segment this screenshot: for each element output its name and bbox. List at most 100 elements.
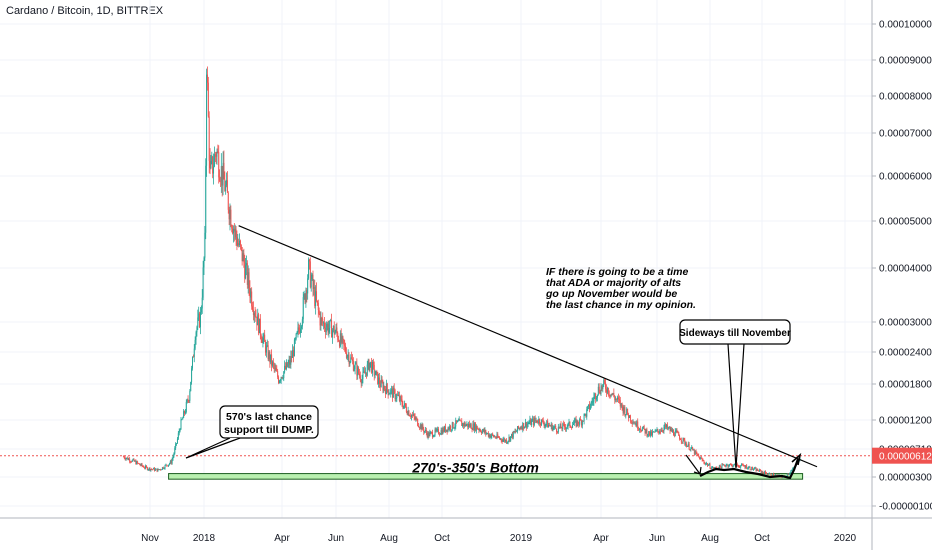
candle-body-243 [336, 327, 338, 334]
bottom-zone [168, 473, 804, 480]
candle-body-424 [493, 435, 495, 437]
candle-body-152 [256, 316, 258, 326]
x-tick-label-4: Aug [380, 533, 398, 544]
candle-body-239 [332, 325, 334, 331]
candle-body-6 [128, 458, 130, 460]
candle-body-488 [548, 424, 550, 426]
candle-body-632 [678, 432, 680, 436]
candle-body-656 [699, 456, 701, 460]
candle-body-217 [313, 287, 315, 289]
candle-body-90 [202, 267, 204, 298]
candle-body-586 [637, 421, 639, 429]
candle-body-741 [772, 473, 774, 476]
candle-body-611 [659, 431, 661, 433]
candle-body-247 [339, 333, 341, 347]
candle-body-722 [755, 468, 757, 472]
candle-body-639 [684, 439, 686, 445]
candle-body-52 [168, 463, 170, 465]
candle-body-451 [516, 431, 518, 432]
candle-body-381 [456, 420, 458, 423]
candle-body-73 [187, 399, 189, 401]
candle-body-675 [715, 467, 717, 469]
candle-body-223 [318, 310, 320, 314]
candle-body-679 [718, 465, 720, 469]
candle-body-581 [632, 422, 634, 424]
candle-body-447 [512, 431, 514, 438]
candle-body-187 [286, 362, 288, 367]
candle-body-244 [337, 333, 339, 340]
candle-body-637 [682, 438, 684, 442]
candle-body-565 [617, 397, 619, 400]
candle-body-208 [305, 290, 307, 303]
candle-body-457 [521, 427, 523, 430]
candle-body-145 [250, 291, 252, 298]
candle-body-713 [747, 467, 749, 469]
candle-body-94 [206, 74, 208, 166]
candle-body-493 [553, 426, 555, 428]
x-tick-label-11: 2020 [834, 533, 857, 544]
candle-body-21 [141, 463, 143, 466]
candle-body-254 [345, 352, 347, 358]
candle-body-598 [648, 431, 650, 435]
candle-body-324 [406, 412, 408, 415]
candle-body-347 [426, 433, 428, 438]
candle-body-218 [314, 287, 316, 306]
candle-body-341 [421, 424, 423, 430]
sideways-callout-label: Sideways till November [679, 328, 791, 339]
candle-body-605 [654, 430, 656, 433]
candle-body-425 [493, 436, 495, 438]
candle-body-700 [736, 464, 738, 466]
candle-body-590 [640, 430, 642, 432]
candle-body-432 [499, 438, 501, 440]
candle-body-33 [152, 469, 154, 471]
candle-body-629 [675, 430, 677, 432]
candle-body-460 [524, 426, 526, 429]
candle-body-572 [624, 407, 626, 416]
candle-body-399 [471, 428, 473, 430]
candle-body-314 [398, 395, 400, 397]
candle-body-269 [358, 373, 360, 376]
candle-body-557 [610, 393, 612, 397]
candle-body-197 [295, 333, 297, 340]
candle-body-164 [266, 345, 268, 347]
candle-body-257 [348, 354, 350, 364]
candle-body-79 [192, 356, 194, 358]
candle-body-497 [556, 431, 558, 433]
y-tick-label-1: 0.00009000 [879, 56, 932, 67]
candle-body-215 [311, 275, 313, 279]
support-callout-line-2: support till DUMP. [224, 424, 314, 436]
candle-body-316 [399, 396, 401, 401]
candle-body-234 [328, 327, 330, 333]
candle-body-255 [346, 355, 348, 358]
candle-body-518 [575, 419, 577, 426]
candle-body-406 [477, 429, 479, 430]
candle-body-536 [591, 401, 593, 403]
candle-body-322 [405, 403, 407, 407]
candle-body-437 [504, 438, 506, 442]
candle-body-736 [767, 474, 769, 475]
candle-body-337 [418, 425, 420, 428]
candle-body-505 [564, 423, 566, 427]
candle-body-509 [567, 423, 569, 427]
candle-body-380 [455, 420, 457, 427]
candle-body-366 [443, 428, 445, 432]
candle-body-294 [380, 379, 382, 388]
candle-body-530 [586, 409, 588, 417]
candle-body-221 [316, 300, 318, 303]
candle-body-114 [223, 162, 225, 180]
candle-body-339 [419, 424, 421, 428]
candle-body-293 [379, 384, 381, 388]
chart-title: Cardano / Bitcoin, 1D, BITTREX [6, 5, 164, 17]
candle-body-227 [322, 318, 324, 324]
candle-body-371 [447, 427, 449, 432]
candle-body-614 [662, 430, 664, 432]
candle-body-29 [148, 467, 150, 470]
candle-body-569 [621, 403, 623, 407]
candle-body-115 [224, 179, 226, 191]
candle-body-512 [570, 426, 572, 428]
candle-body-604 [653, 431, 655, 433]
candle-body-644 [688, 443, 690, 450]
candle-body-288 [375, 371, 377, 375]
candle-body-387 [461, 421, 463, 427]
